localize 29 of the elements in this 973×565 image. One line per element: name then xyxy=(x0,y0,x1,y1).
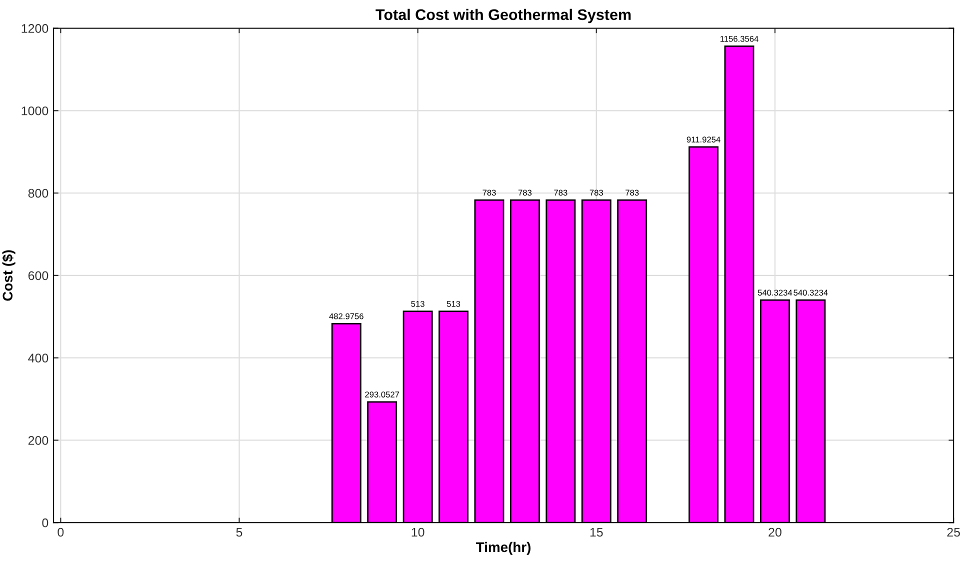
data-label: 540.3234 xyxy=(758,290,792,296)
data-label: 783 xyxy=(482,190,496,196)
data-label: 482.9756 xyxy=(329,313,364,320)
data-label: 911.9254 xyxy=(686,136,720,143)
data-label: 1156.3564 xyxy=(720,36,758,42)
data-label: 513 xyxy=(411,300,424,307)
data-label: 783 xyxy=(554,190,568,196)
y-axis-title: Cost ($) xyxy=(2,250,16,301)
x-tick-label: 0 xyxy=(58,528,64,537)
y-tick-label: 1200 xyxy=(22,24,48,33)
chart-title: Total Cost with Geothermal System xyxy=(376,8,631,24)
y-tick-label: 0 xyxy=(42,518,48,528)
x-tick-label: 25 xyxy=(947,528,960,537)
y-tick-label: 600 xyxy=(28,271,48,280)
x-tick-label: 15 xyxy=(590,528,603,537)
x-axis-title: Time(hr) xyxy=(476,542,530,555)
y-tick-label: 800 xyxy=(28,188,48,198)
data-label: 783 xyxy=(626,190,639,196)
y-tick-label: 200 xyxy=(28,436,48,445)
data-label: 513 xyxy=(446,300,460,307)
y-tick-label: 400 xyxy=(28,354,48,362)
data-label: 783 xyxy=(590,190,603,196)
y-tick-label: 1000 xyxy=(22,106,48,116)
x-tick-label: 20 xyxy=(768,528,782,537)
x-tick-label: 10 xyxy=(412,528,424,537)
x-tick-label: 5 xyxy=(236,528,242,537)
data-label: 783 xyxy=(518,190,532,196)
data-label: 540.3234 xyxy=(794,290,828,296)
data-label: 293.0527 xyxy=(365,392,400,398)
